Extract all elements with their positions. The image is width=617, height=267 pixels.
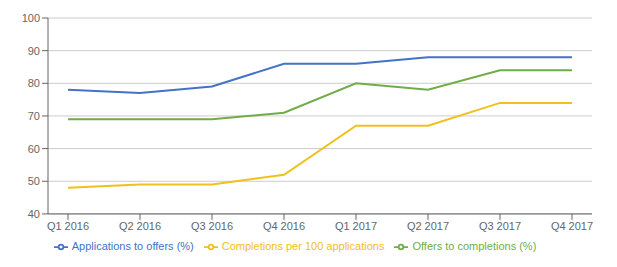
svg-text:40: 40	[28, 208, 40, 220]
svg-text:90: 90	[28, 45, 40, 57]
svg-text:Q3 2016: Q3 2016	[191, 220, 233, 232]
html-text:Offers to completions (%): Offers to completions (%)	[412, 239, 537, 252]
svg-text:Q2 2017: Q2 2017	[407, 220, 449, 232]
svg-text:Q2 2016: Q2 2016	[119, 220, 161, 232]
svg-text:60: 60	[28, 143, 40, 155]
svg-text:80: 80	[28, 77, 40, 89]
svg-text:100: 100	[22, 12, 40, 24]
html-text:Completions per 100 applicatio: Completions per 100 applications	[221, 239, 385, 252]
svg-text:Q1 2016: Q1 2016	[47, 220, 89, 232]
html-text:Applications to offers (%): Applications to offers (%)	[71, 239, 194, 252]
svg-text:Q1 2017: Q1 2017	[335, 220, 377, 232]
svg-text:50: 50	[28, 175, 40, 187]
svg-text:70: 70	[28, 110, 40, 122]
svg-text:Q3 2017: Q3 2017	[479, 220, 521, 232]
svg-text:Q4 2017: Q4 2017	[551, 220, 593, 232]
svg-text:Q4 2016: Q4 2016	[263, 220, 305, 232]
